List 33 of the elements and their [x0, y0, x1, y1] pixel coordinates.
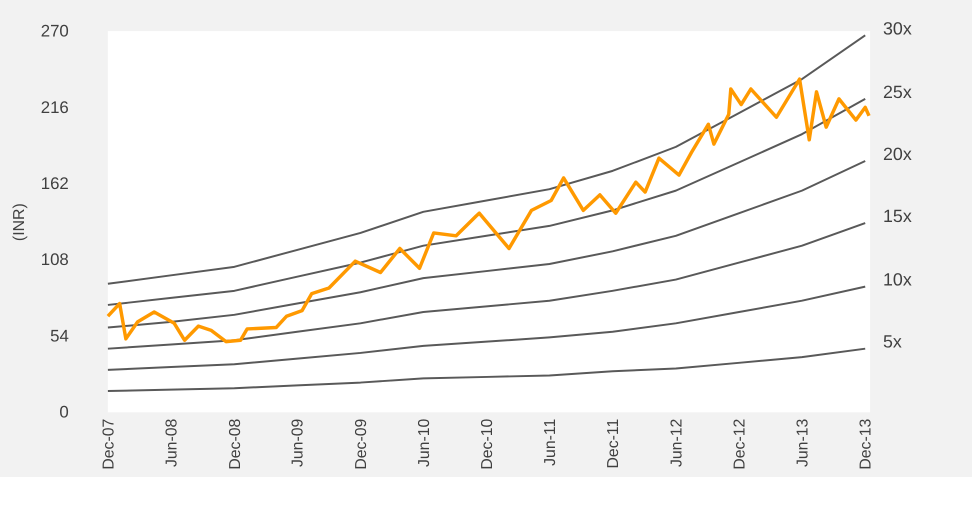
y-tick-label: 216: [40, 98, 69, 117]
line-series: [106, 98, 866, 306]
series-label: 10x: [883, 270, 912, 290]
x-tick-label: Dec-12: [732, 418, 749, 470]
line-series: [106, 222, 866, 350]
x-tick-label: Dec-11: [605, 418, 622, 469]
series-label: 30x: [883, 18, 912, 38]
series-label: 20x: [883, 144, 912, 164]
series-label: 5x: [883, 332, 902, 352]
x-tick-label: Jun-12: [668, 418, 686, 468]
x-tick-label: Jun-13: [794, 418, 812, 468]
x-tick-label: Dec-13: [858, 418, 875, 470]
line-series: [106, 286, 866, 371]
y-tick-label: 0: [59, 402, 69, 422]
line-series: [106, 348, 866, 392]
y-tick-label: 54: [50, 326, 69, 346]
x-tick-label: Dec-08: [226, 418, 244, 470]
line-series: [106, 160, 866, 329]
y-tick-label: 270: [40, 22, 69, 41]
series-label: 25x: [883, 82, 912, 102]
x-tick-label: Jun-09: [290, 418, 307, 468]
series-label: 15x: [883, 206, 912, 226]
line-series: [106, 34, 866, 285]
x-tick-label: Jun-10: [416, 418, 433, 468]
x-tick-label: Jun-08: [164, 418, 181, 468]
x-tick-label: Dec-07: [100, 418, 118, 470]
y-tick-label: 162: [40, 174, 69, 194]
x-tick-label: Dec-09: [352, 418, 370, 470]
y-axis-title: (INR): [10, 203, 28, 242]
y-tick-label: 108: [40, 250, 69, 270]
x-tick-label: Dec-10: [478, 418, 496, 470]
x-tick-label: Jun-11: [542, 418, 559, 466]
line-series: [106, 77, 871, 344]
